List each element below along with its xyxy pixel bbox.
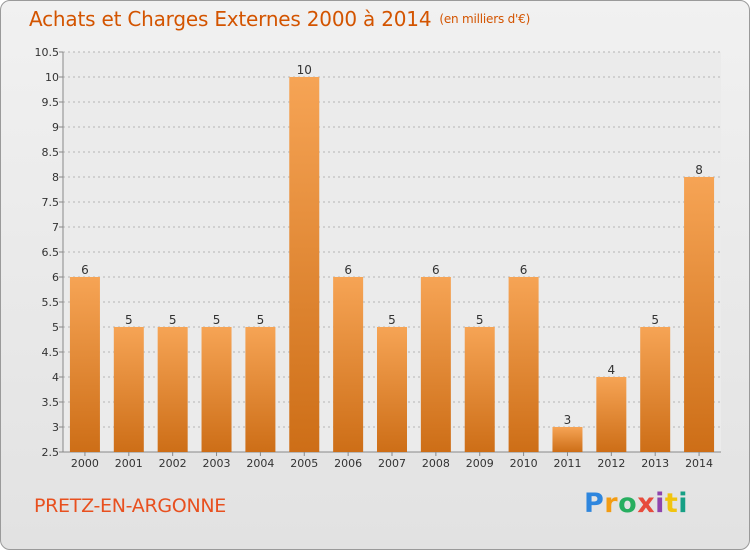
y-tick-label: 6.5	[42, 246, 60, 259]
y-tick-label: 4	[52, 371, 59, 384]
bar-value-label: 3	[564, 413, 572, 427]
x-tick-label: 2001	[115, 457, 143, 470]
bar-value-label: 5	[651, 313, 659, 327]
x-tick-label: 2002	[159, 457, 187, 470]
y-tick-label: 8.5	[42, 146, 60, 159]
x-tick-label: 2005	[290, 457, 318, 470]
bar-value-label: 5	[169, 313, 177, 327]
bar-value-label: 5	[125, 313, 133, 327]
x-tick-label: 2014	[685, 457, 713, 470]
bar-value-label: 5	[213, 313, 221, 327]
bar-value-label: 6	[344, 263, 352, 277]
logo-letter: r	[604, 488, 619, 519]
chart-subtitle: (en milliers d'€)	[439, 12, 531, 26]
bar-value-label: 8	[695, 163, 703, 177]
y-tick-label: 4.5	[42, 346, 60, 359]
x-tick-label: 2013	[641, 457, 669, 470]
bar-value-label: 6	[432, 263, 440, 277]
y-tick-label: 9	[52, 121, 59, 134]
logo-letter: x	[637, 488, 656, 519]
bar	[69, 277, 100, 452]
location-name: PRETZ-EN-ARGONNE	[34, 495, 226, 517]
x-tick-label: 2003	[203, 457, 231, 470]
logo-letter: t	[664, 488, 679, 519]
x-tick-label: 2012	[597, 457, 625, 470]
y-tick-label: 7	[52, 221, 59, 234]
bar	[377, 327, 407, 452]
logo-letter: i	[678, 488, 689, 519]
x-tick-label: 2000	[71, 457, 99, 470]
x-tick-label: 2010	[510, 457, 538, 470]
x-tick-label: 2011	[553, 457, 581, 470]
y-tick-label: 7.5	[42, 196, 60, 209]
bar	[640, 327, 671, 452]
proxiti-logo: Proxiti	[584, 488, 688, 519]
bar	[596, 377, 627, 452]
chart-title-row: Achats et Charges Externes 2000 à 2014 (e…	[29, 7, 530, 31]
logo-letter: o	[618, 488, 638, 519]
logo-letter: P	[584, 488, 605, 519]
bar-value-label: 6	[81, 263, 89, 277]
x-tick-label: 2009	[466, 457, 494, 470]
y-tick-label: 6	[52, 271, 59, 284]
bar	[552, 427, 583, 452]
bar-value-label: 6	[520, 263, 528, 277]
bar	[201, 327, 232, 452]
bar	[113, 327, 144, 452]
y-tick-label: 5	[52, 321, 59, 334]
bar-value-label: 5	[257, 313, 265, 327]
bar-value-label: 10	[297, 63, 312, 77]
y-tick-label: 2.5	[42, 446, 60, 459]
bar	[684, 177, 715, 452]
bar	[245, 327, 276, 452]
y-tick-label: 5.5	[42, 296, 60, 309]
bar	[289, 77, 320, 452]
bar	[333, 277, 364, 452]
y-tick-label: 10	[45, 71, 59, 84]
bar-value-label: 5	[476, 313, 484, 327]
bar	[508, 277, 539, 452]
x-tick-label: 2007	[378, 457, 406, 470]
bar	[464, 327, 495, 452]
chart-title: Achats et Charges Externes 2000 à 2014	[29, 7, 432, 31]
bar-value-label: 5	[388, 313, 396, 327]
y-tick-label: 3	[52, 421, 59, 434]
y-tick-label: 10.5	[35, 46, 60, 59]
x-tick-label: 2008	[422, 457, 450, 470]
bar	[157, 327, 188, 452]
y-tick-label: 9.5	[42, 96, 60, 109]
logo-letter: i	[655, 488, 665, 519]
y-tick-label: 3.5	[42, 396, 60, 409]
bar-value-label: 4	[608, 363, 616, 377]
y-tick-label: 8	[52, 171, 59, 184]
x-tick-label: 2006	[334, 457, 362, 470]
x-tick-label: 2004	[246, 457, 274, 470]
bar	[420, 277, 451, 452]
